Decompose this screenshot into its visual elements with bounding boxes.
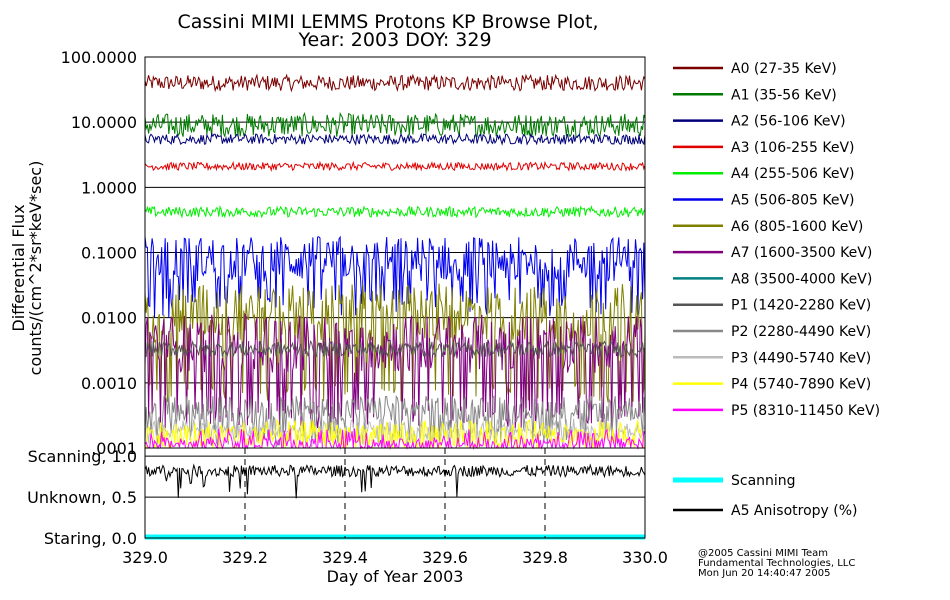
- legend-label: A0 (27-35 KeV): [731, 61, 837, 77]
- series-line: [144, 111, 646, 138]
- y-tick-label: 1.0000: [81, 178, 137, 197]
- x-tick-label: 329.4: [322, 548, 368, 567]
- y-tick-label: .0001: [91, 439, 137, 458]
- y-tick-label: 10.0000: [71, 113, 137, 132]
- series-line: [144, 418, 646, 450]
- y-axis-label-line1: Differential Flux: [9, 204, 28, 331]
- chart-subtitle: Year: 2003 DOY: 329: [297, 29, 491, 51]
- legend-label: A8 (3500-4000 KeV): [731, 271, 872, 287]
- x-tick-label: 329.6: [422, 548, 468, 567]
- y-tick-label: 100.0000: [61, 48, 137, 67]
- series-line: [144, 283, 646, 403]
- lower-tick-label: Unknown, 0.5: [27, 488, 137, 507]
- legend-label: A6 (805-1600 KeV): [731, 219, 863, 235]
- series-line: [144, 132, 646, 147]
- credit-line-3: Mon Jun 20 14:40:47 2005: [698, 568, 831, 579]
- legend-label: A5 Anisotropy (%): [731, 503, 858, 519]
- series-line: [144, 73, 646, 93]
- legend: A0 (27-35 KeV) A1 (35-56 KeV) A2 (56-106 K…: [673, 61, 880, 519]
- legend-label: A2 (56-106 KeV): [731, 114, 846, 130]
- x-tick-label: 329.2: [222, 548, 268, 567]
- legend-label: A4 (255-506 KeV): [731, 166, 854, 182]
- series-line: [144, 418, 646, 448]
- credit-line-2: Fundamental Technologies, LLC: [698, 558, 855, 569]
- legend-label: P1 (1420-2280 KeV): [731, 298, 871, 314]
- legend-label: P4 (5740-7890 KeV): [731, 377, 871, 393]
- chart-title: Cassini MIMI LEMMS Protons KP Browse Plo…: [177, 11, 598, 33]
- series-line: [144, 339, 646, 359]
- upper-panel: 100.0000 10.0000 1.0000 0.1000 0.0100 0.0010.…: [61, 48, 646, 458]
- x-axis: 329.0 329.2 329.4 329.6 329.8 330.0: [122, 548, 668, 567]
- series-line: [144, 160, 646, 173]
- lower-panel: Scanning, 1.0 Unknown, 0.5 Staring, 0.0: [27, 447, 646, 548]
- x-tick-label: 329.0: [122, 548, 168, 567]
- lower-frame: [144, 447, 646, 539]
- y-axis-label-line2: counts/(cm^2*sr*keV*sec): [26, 161, 45, 376]
- legend-label: A5 (506-805 KeV): [731, 193, 854, 209]
- legend-label: P3 (4490-5740 KeV): [731, 350, 871, 366]
- anisotropy-line: [144, 463, 646, 499]
- legend-label: A7 (1600-3500 KeV): [731, 245, 872, 261]
- x-tick-label: 330.0: [622, 548, 668, 567]
- legend-label: A3 (106-255 KeV): [731, 140, 854, 156]
- x-axis-label: Day of Year 2003: [327, 567, 464, 586]
- y-tick-label: 0.1000: [81, 244, 137, 263]
- series-line: [144, 312, 646, 429]
- legend-label: A1 (35-56 KeV): [731, 87, 837, 103]
- legend-label: P5 (8310-11450 KeV): [731, 403, 880, 419]
- series-line: [144, 235, 646, 318]
- credit-line-1: @2005 Cassini MIMI Team: [698, 548, 828, 559]
- y-tick-label: 0.0100: [81, 309, 137, 328]
- legend-label: P2 (2280-4490 KeV): [731, 324, 871, 340]
- lower-tick-label: Scanning, 1.0: [28, 447, 137, 466]
- legend-label: Scanning: [731, 473, 796, 489]
- series-line: [144, 204, 646, 219]
- x-tick-label: 329.8: [522, 548, 568, 567]
- y-tick-label: 0.0010: [81, 374, 137, 393]
- lower-tick-label: Staring, 0.0: [44, 529, 137, 548]
